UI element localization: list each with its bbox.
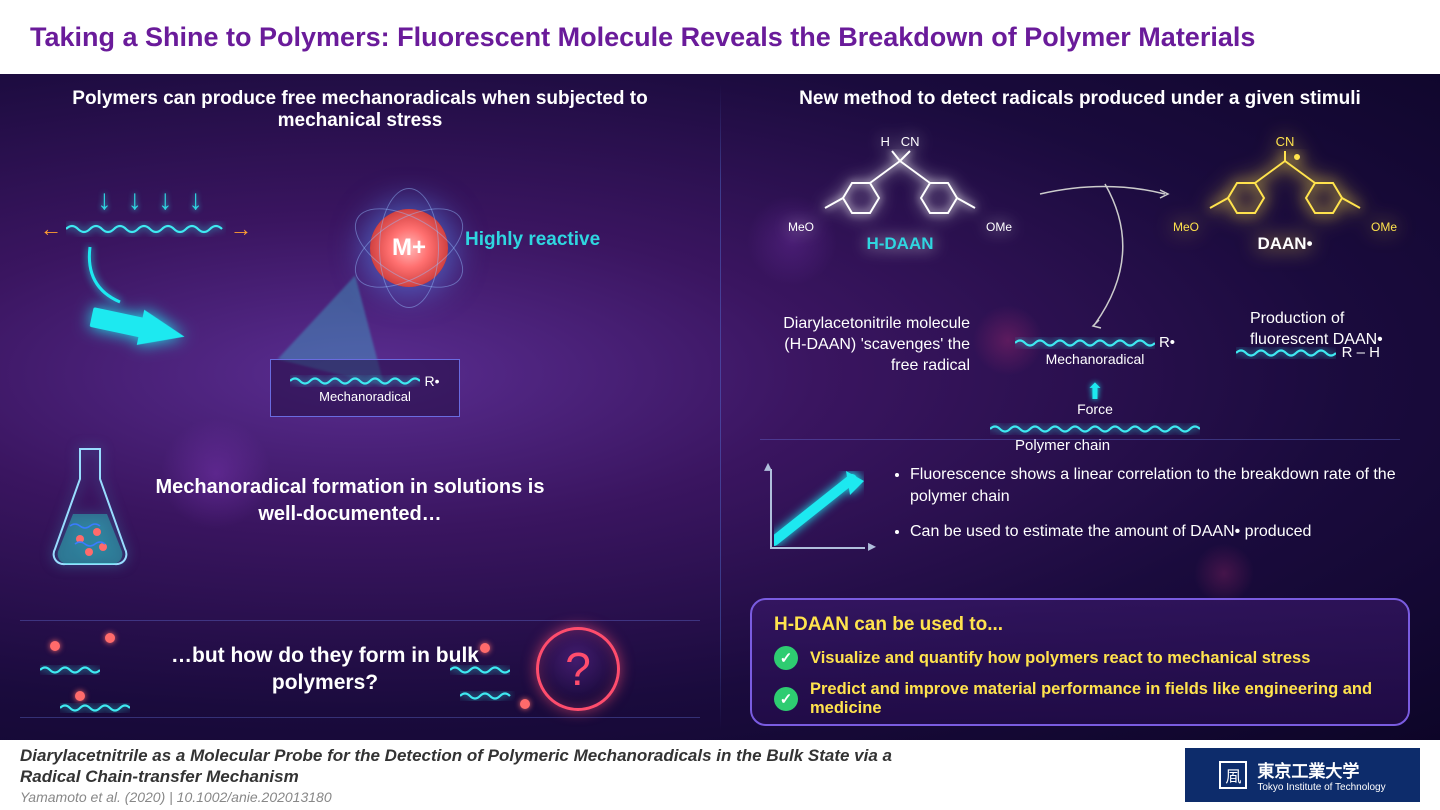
r-dot-label: R• (424, 373, 439, 389)
left-subhead: Polymers can produce free mechanoradical… (0, 74, 720, 142)
polymer-chain-icon (66, 221, 226, 237)
use-item: ✓ Predict and improve material performan… (774, 680, 1386, 718)
use-title: H-DAAN can be used to... (774, 614, 1386, 636)
hdaan-label: H-DAAN (780, 234, 1020, 254)
mechanoradical-chain: R• Mechanoradical ⬆ Force (965, 334, 1225, 438)
left-panel: Polymers can produce free mechanoradical… (0, 74, 720, 740)
flask-icon (45, 444, 135, 574)
highly-reactive-label: Highly reactive (465, 229, 600, 251)
logo-mark-icon: 凮 (1219, 761, 1247, 789)
hdaan-molecule: H CN MeOOMe H-DAAN (780, 134, 1020, 254)
down-arrow-icon: ↓ (97, 184, 111, 216)
bullet-list: Fluorescence shows a linear correlation … (892, 464, 1400, 559)
chart-row: ▸ ▴ Fluorescence shows a linear correlat… (760, 439, 1400, 559)
check-icon: ✓ (774, 687, 798, 711)
paper-title: Diarylacetnitrile as a Molecular Probe f… (20, 745, 900, 788)
right-arrow-icon: → (230, 216, 252, 242)
molecule-row: H CN MeOOMe H-DAAN (760, 134, 1410, 334)
reaction-arrow-icon (1035, 174, 1175, 334)
right-subhead: New method to detect radicals produced u… (720, 74, 1440, 120)
paper-citation: Yamamoto et al. (2020) | 10.1002/anie.20… (20, 789, 900, 805)
institution-logo: 凮 東京工業大学 Tokyo Institute of Technology (1185, 748, 1420, 802)
question-row: …but how do they form in bulk polymers? … (20, 620, 700, 718)
check-icon: ✓ (774, 646, 798, 670)
scavenge-text: Diarylacetonitrile molecule (H-DAAN) 'sc… (770, 314, 970, 376)
right-panel: New method to detect radicals produced u… (720, 74, 1440, 740)
question-text: …but how do they form in bulk polymers? (150, 642, 500, 697)
mini-chart-icon: ▸ ▴ (760, 464, 870, 554)
mechanoradical-label: Mechanoradical (319, 389, 411, 404)
title-band: Taking a Shine to Polymers: Fluorescent … (0, 0, 1440, 74)
curve-arrow-icon (80, 242, 140, 312)
solution-text: Mechanoradical formation in solutions is… (150, 474, 550, 528)
daan-label: DAAN• (1165, 234, 1405, 254)
main-title: Taking a Shine to Polymers: Fluorescent … (30, 22, 1255, 53)
down-arrow-icon: ↓ (189, 184, 203, 216)
content-area: Polymers can produce free mechanoradical… (0, 74, 1440, 740)
squiggle-icon (60, 703, 130, 713)
question-mark-icon: ? (536, 627, 620, 711)
bullet-item: Fluorescence shows a linear correlation … (910, 464, 1400, 509)
rh-chain: R – H (1236, 344, 1380, 361)
left-arrow-icon: ← (40, 216, 62, 242)
stress-diagram: ↓ ↓ ↓ ↓ ← → (40, 184, 260, 317)
squiggle-icon (40, 665, 100, 675)
mechanoradical-box: R• Mechanoradical (270, 359, 460, 417)
use-item: ✓ Visualize and quantify how polymers re… (774, 646, 1386, 670)
daan-molecule: CN MeOOMe DAAN• (1165, 134, 1405, 254)
use-box: H-DAAN can be used to... ✓ Visualize and… (750, 598, 1410, 726)
down-arrow-icon: ↓ (158, 184, 172, 216)
bullet-item: Can be used to estimate the amount of DA… (910, 521, 1400, 543)
chain-icon (290, 375, 420, 387)
down-arrow-icon: ↓ (128, 184, 142, 216)
footer: Diarylacetnitrile as a Molecular Probe f… (0, 740, 1440, 810)
m-plus-badge: M+ (370, 209, 448, 287)
